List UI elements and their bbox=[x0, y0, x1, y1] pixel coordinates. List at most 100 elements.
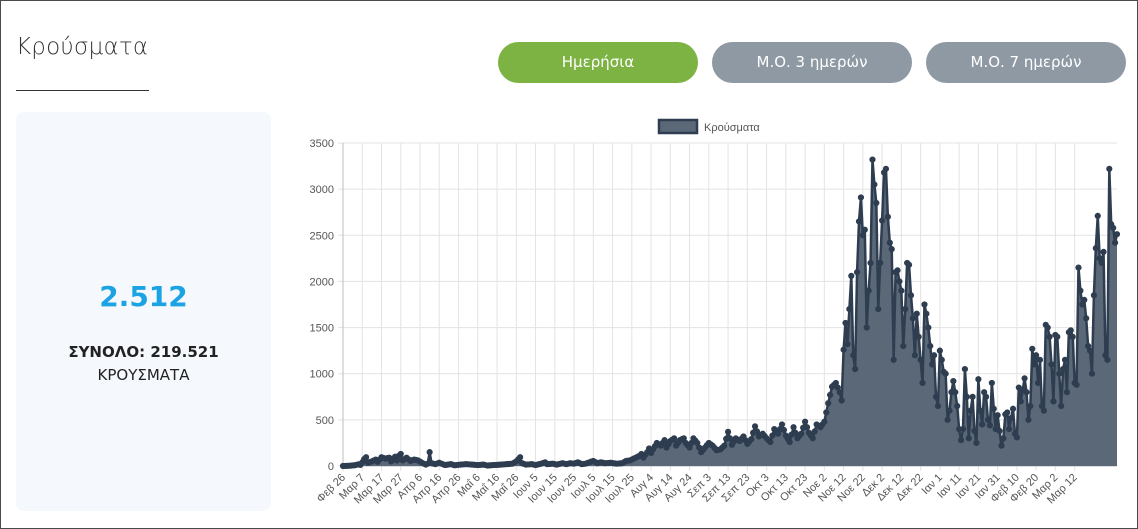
data-point bbox=[426, 449, 433, 456]
data-point bbox=[1050, 398, 1057, 405]
data-point bbox=[1017, 398, 1024, 405]
data-point bbox=[905, 261, 913, 268]
data-point bbox=[859, 232, 866, 239]
data-point bbox=[1073, 381, 1080, 388]
data-point bbox=[748, 436, 755, 443]
data-point bbox=[1081, 296, 1088, 303]
data-point bbox=[988, 379, 995, 387]
y-tick-label: 500 bbox=[316, 415, 334, 427]
data-point bbox=[1059, 366, 1067, 373]
data-point bbox=[971, 427, 978, 435]
tab-3day-average[interactable]: Μ.Ο. 3 ημερών bbox=[712, 42, 912, 83]
data-point bbox=[724, 428, 732, 435]
data-point bbox=[915, 333, 922, 340]
y-tick-label: 1000 bbox=[310, 369, 334, 381]
data-point bbox=[1008, 414, 1015, 422]
data-point bbox=[397, 450, 404, 458]
data-point bbox=[1029, 345, 1036, 352]
data-point bbox=[751, 423, 759, 430]
data-point bbox=[879, 217, 886, 224]
data-point bbox=[1036, 356, 1044, 363]
data-point bbox=[1044, 324, 1051, 331]
data-point bbox=[842, 319, 849, 327]
data-point bbox=[1000, 435, 1007, 442]
legend-label: Κρούσματα bbox=[704, 122, 760, 134]
data-point bbox=[990, 405, 997, 412]
data-point bbox=[1067, 327, 1074, 334]
data-point bbox=[786, 438, 793, 446]
data-point bbox=[938, 356, 945, 363]
tab-daily[interactable]: Ημερήσια bbox=[498, 42, 698, 83]
data-point bbox=[825, 400, 832, 407]
data-point bbox=[792, 429, 799, 436]
data-point bbox=[902, 306, 909, 313]
data-point bbox=[998, 442, 1005, 449]
data-point bbox=[809, 435, 816, 442]
series-area bbox=[343, 159, 1117, 467]
data-point bbox=[1083, 315, 1090, 322]
data-point bbox=[1077, 287, 1084, 294]
data-point bbox=[1086, 347, 1094, 354]
data-point bbox=[1088, 370, 1096, 377]
data-point bbox=[944, 416, 951, 423]
data-point bbox=[923, 310, 930, 317]
data-point bbox=[921, 301, 928, 308]
data-point bbox=[986, 422, 994, 429]
data-point bbox=[1075, 264, 1082, 271]
data-point bbox=[882, 165, 890, 172]
data-point bbox=[1006, 425, 1013, 433]
data-point bbox=[877, 259, 884, 267]
data-point bbox=[994, 412, 1001, 419]
data-point bbox=[1058, 402, 1065, 410]
data-point bbox=[1063, 389, 1071, 396]
data-point bbox=[1054, 333, 1061, 340]
data-point bbox=[1113, 231, 1121, 238]
data-point bbox=[517, 454, 524, 461]
data-point bbox=[1090, 292, 1098, 299]
data-point bbox=[753, 428, 761, 435]
data-point bbox=[975, 376, 982, 383]
data-point bbox=[865, 287, 872, 294]
tab-7day-average[interactable]: Μ.Ο. 7 ημερών bbox=[926, 42, 1126, 83]
title-underline bbox=[16, 90, 149, 91]
data-point bbox=[888, 246, 895, 253]
data-point bbox=[852, 366, 859, 373]
data-point bbox=[1023, 389, 1030, 396]
cases-label: ΚΡΟΥΣΜΑΤΑ bbox=[97, 366, 190, 384]
y-tick-label: 0 bbox=[328, 461, 334, 473]
data-point bbox=[959, 425, 967, 433]
data-point bbox=[946, 407, 953, 414]
chart-legend: Κρούσματα bbox=[657, 118, 760, 135]
data-point bbox=[896, 278, 903, 285]
data-point bbox=[1009, 405, 1017, 412]
data-point bbox=[977, 407, 984, 414]
data-point bbox=[925, 324, 932, 331]
summary-card: 2.512 ΣΥΝΟΛΟ: 219.521 ΚΡΟΥΣΜΑΤΑ bbox=[16, 112, 271, 511]
data-point bbox=[1004, 409, 1011, 416]
y-tick-label: 3000 bbox=[310, 184, 334, 196]
data-point bbox=[1104, 356, 1111, 363]
data-point bbox=[1110, 224, 1117, 232]
data-point bbox=[1013, 434, 1020, 441]
data-point bbox=[969, 393, 976, 400]
data-point bbox=[726, 435, 734, 442]
data-point bbox=[801, 418, 809, 425]
data-point bbox=[929, 361, 936, 368]
data-point bbox=[890, 356, 897, 363]
data-point bbox=[873, 199, 880, 207]
data-point bbox=[913, 310, 920, 317]
data-point bbox=[857, 194, 865, 201]
data-point bbox=[871, 181, 878, 188]
data-point bbox=[919, 379, 926, 387]
data-point bbox=[1098, 259, 1105, 267]
data-point bbox=[961, 366, 969, 373]
data-point bbox=[661, 437, 668, 444]
y-tick-label: 3500 bbox=[310, 138, 334, 150]
data-point bbox=[1056, 370, 1063, 377]
data-point bbox=[821, 418, 828, 425]
data-point bbox=[721, 442, 728, 449]
y-tick-label: 2000 bbox=[310, 276, 334, 288]
data-point bbox=[898, 287, 905, 294]
